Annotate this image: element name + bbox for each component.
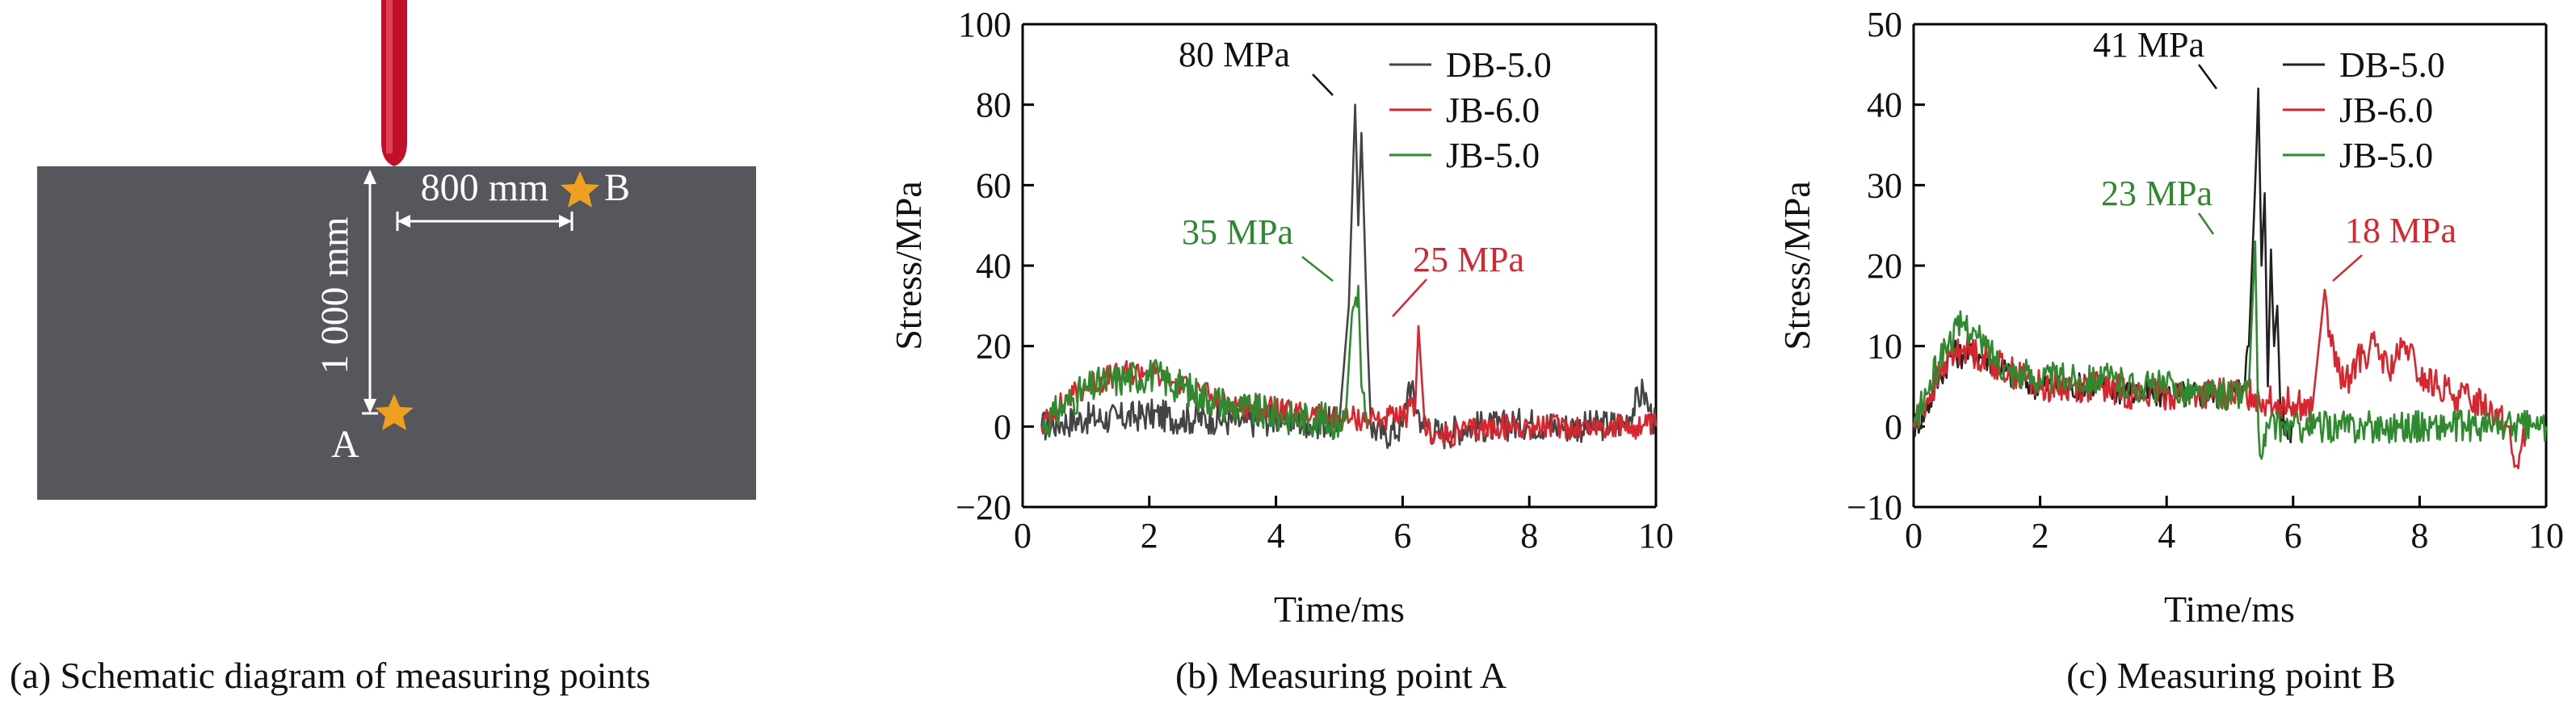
y-axis-label: Stress/MPa [888,181,929,350]
peak-leader-line [2197,212,2215,235]
peak-leader-line [2332,254,2363,282]
annotation-layer: 41 MPa 23 MPa 18 MPa [2093,25,2456,282]
arrow-left-icon [397,215,410,228]
legend-entry-label: DB-5.0 [1446,45,1552,85]
y-tick-label: 40 [1867,86,1902,125]
x-tick-label: 6 [2284,516,2302,555]
series-layer [1912,87,2548,470]
x-tick-label: 2 [1141,516,1158,555]
series-line-jb-5-0 [1912,240,2548,460]
x-axis-label: Time/ms [2164,589,2295,630]
point-b-label: B [604,166,630,209]
drill-highlight [386,0,393,153]
arrow-right-icon [559,215,572,228]
star-icon-point-b [561,171,599,207]
caption-b: (b) Measuring point A [1175,655,1507,696]
y-tick-label: 0 [1885,407,1902,446]
x-tick-label: 2 [2032,516,2049,555]
peak-annotation: 41 MPa [2093,25,2204,65]
peak-leader-line [1392,279,1427,317]
legend-entry-label: JB-5.0 [1446,136,1540,175]
peak-annotation: 25 MPa [1413,240,1524,279]
peak-annotation: 23 MPa [2101,174,2213,213]
x-tick-label: 8 [2410,516,2428,555]
x-tick-label: 0 [1014,516,1032,555]
y-tick-label: 10 [1867,327,1902,367]
x-tick-label: 8 [1520,516,1538,555]
peak-annotation: 80 MPa [1179,35,1290,74]
peak-leader-line [2197,64,2218,90]
series-line-jb-6-0 [1913,288,2528,470]
peak-leader-line [1312,73,1334,96]
x-tick-label: 4 [1267,516,1285,555]
series-line-db-5-0 [1040,103,1658,450]
y-tick-label: 50 [1867,5,1902,44]
legend-entry-label: JB-5.0 [2339,136,2433,175]
x-tick-label: 4 [2158,516,2175,555]
y-tick-label: 20 [1867,246,1902,286]
annotation-layer: 80 MPa 35 MPa 25 MPa [1179,35,1524,317]
x-tick-label: 10 [2528,516,2564,555]
arrow-up-icon [363,170,376,184]
series-line-jb-5-0 [1040,284,1369,441]
point-a-label: A [331,423,359,466]
legend-entry-label: JB-6.0 [2339,90,2433,130]
legend: DB-5.0 JB-6.0 JB-5.0 [2283,45,2445,175]
schematic-panel: 1 000 mm 800 mm B A (a) Schematic diagra… [10,0,756,696]
x-axis-label: Time/ms [1274,589,1405,630]
peak-leader-line [1301,256,1334,282]
y-axis-label: Stress/MPa [1776,181,1817,350]
y-tick-label: −10 [1847,488,1902,527]
arrow-down-icon [363,399,376,413]
y-tick-label: −20 [956,488,1011,527]
legend: DB-5.0 JB-6.0 JB-5.0 [1389,45,1552,175]
peak-annotation: 35 MPa [1182,212,1293,252]
y-tick-label: 20 [976,327,1011,367]
x-tick-label: 6 [1393,516,1411,555]
series-layer [1040,103,1658,450]
y-tick-label: 80 [976,86,1011,125]
caption-c: (c) Measuring point B [2066,655,2396,696]
vertical-distance-label: 1 000 mm [313,217,356,375]
star-icon-point-a [375,394,414,430]
caption-a: (a) Schematic diagram of measuring point… [10,655,650,696]
legend-entry-label: JB-6.0 [1446,90,1540,130]
drill-bit-icon [381,0,407,166]
y-tick-label: 30 [1867,166,1902,205]
y-tick-label: 60 [976,166,1011,205]
horizontal-distance-label: 800 mm [421,166,549,209]
x-tick-label: 10 [1638,516,1674,555]
x-tick-label: 0 [1905,516,1923,555]
peak-annotation: 18 MPa [2345,211,2456,250]
y-tick-label: 40 [976,246,1011,286]
legend-entry-label: DB-5.0 [2339,45,2445,85]
series-line-jb-6-0 [1040,325,1658,447]
y-tick-label: 0 [994,407,1011,446]
y-tick-label: 100 [958,5,1011,44]
